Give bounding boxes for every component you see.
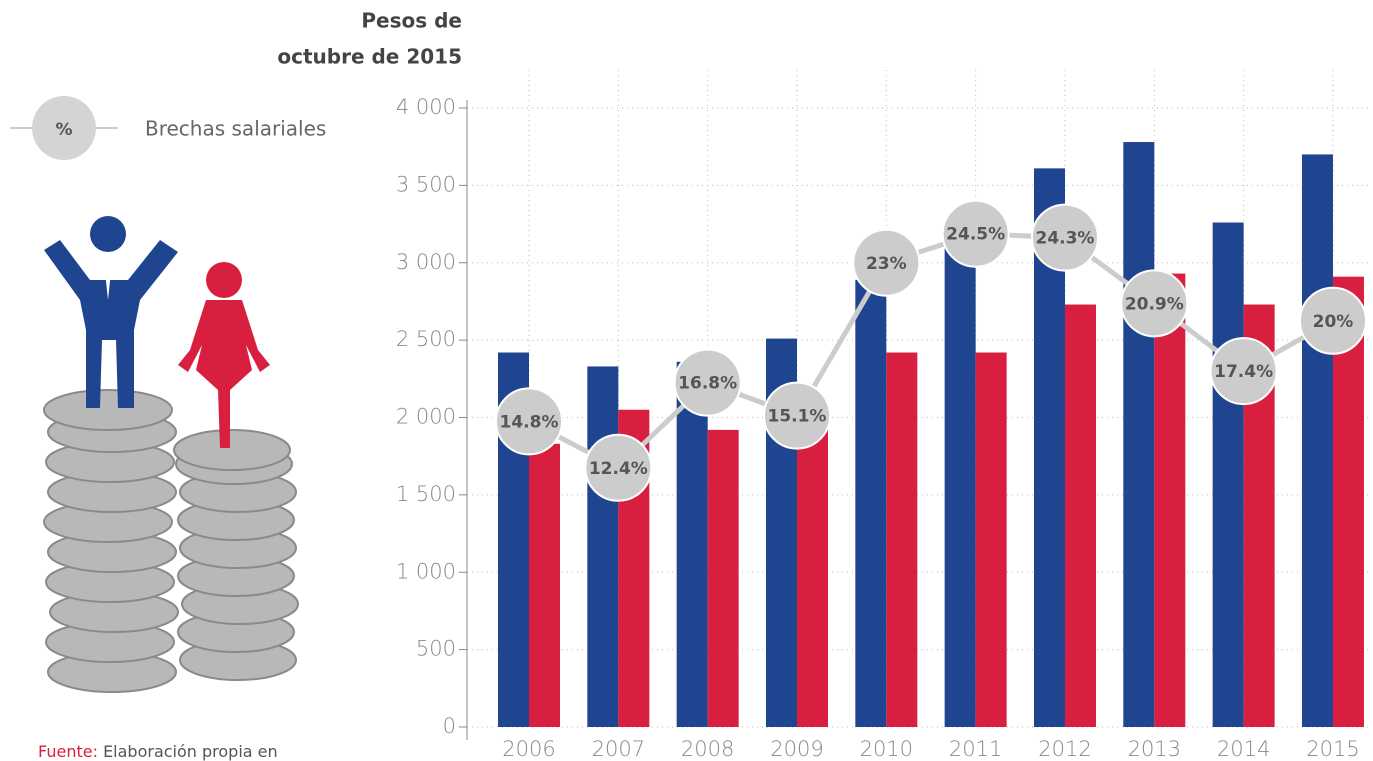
bar (886, 352, 918, 727)
gap-marker (1030, 203, 1099, 272)
x-tick-label: 2007 (592, 737, 645, 761)
bar (707, 429, 739, 727)
plot-area: 0 500 1 000 1 500 2 000 2 500 3 000 3 500 4 000 2… (396, 70, 1370, 761)
gap-label: 23% (866, 254, 907, 274)
gap-marker (584, 433, 653, 502)
source: Fuente: Elaboración propia en (38, 742, 278, 761)
gap-marker (673, 348, 742, 417)
source-label: Fuente: (38, 742, 98, 761)
gap-label: 24.3% (1035, 229, 1094, 249)
y-tick-label: 3 500 (396, 172, 456, 196)
gap-marker (495, 387, 563, 456)
y-axis-title: Pesos de (361, 9, 462, 33)
illustration (10, 96, 299, 693)
gap-label: 16.8% (678, 374, 737, 394)
gap-marker (1209, 337, 1278, 406)
gap-line (527, 231, 1335, 471)
y-tick-label: 4 000 (396, 95, 456, 119)
x-tick-label: 2010 (860, 737, 913, 761)
x-tick-label: 2014 (1217, 737, 1270, 761)
y-tick-label: 0 (443, 714, 456, 738)
gap-marker (1120, 269, 1189, 338)
gap-marker (762, 381, 831, 450)
y-axis-title: octubre de 2015 (277, 45, 462, 69)
gap-label: 14.8% (500, 412, 559, 432)
bar (855, 279, 887, 727)
x-tick-label: 2012 (1038, 737, 1091, 761)
x-tick-label: 2013 (1128, 737, 1181, 761)
x-tick-label: 2009 (770, 737, 823, 761)
source-text: Elaboración propia en (103, 742, 278, 761)
gap-marker (1298, 286, 1367, 355)
bar (1154, 273, 1186, 727)
legend-symbol: % (55, 120, 72, 140)
y-tick-label: 1 500 (396, 482, 456, 506)
bar (944, 239, 976, 727)
gap-marker (941, 199, 1010, 268)
bar (587, 366, 619, 727)
gap-label: 20% (1313, 312, 1354, 332)
gap-label: 20.9% (1125, 294, 1184, 314)
y-tick-label: 2 000 (396, 405, 456, 429)
legend-label: Brechas salariales (145, 117, 326, 141)
bar (1301, 154, 1333, 728)
bar (1064, 304, 1096, 727)
y-tick-label: 1 000 (396, 559, 456, 583)
bar (676, 361, 708, 727)
y-tick-label: 500 (416, 637, 456, 661)
x-tick-label: 2008 (681, 737, 734, 761)
bar (975, 352, 1007, 727)
gap-label: 12.4% (589, 459, 648, 479)
y-tick-label: 2 500 (396, 327, 456, 351)
gap-label: 15.1% (767, 407, 826, 427)
y-tick-label: 3 000 (396, 250, 456, 274)
bar (529, 443, 560, 727)
x-tick-label: 2015 (1306, 737, 1359, 761)
gap-label: 17.4% (1214, 362, 1273, 382)
x-tick-label: 2006 (502, 737, 555, 761)
gap-marker (852, 228, 921, 297)
x-tick-label: 2011 (949, 737, 1002, 761)
bar (1123, 142, 1155, 728)
bar (1212, 222, 1244, 727)
bar (796, 422, 828, 727)
gap-label: 24.5% (946, 225, 1005, 245)
